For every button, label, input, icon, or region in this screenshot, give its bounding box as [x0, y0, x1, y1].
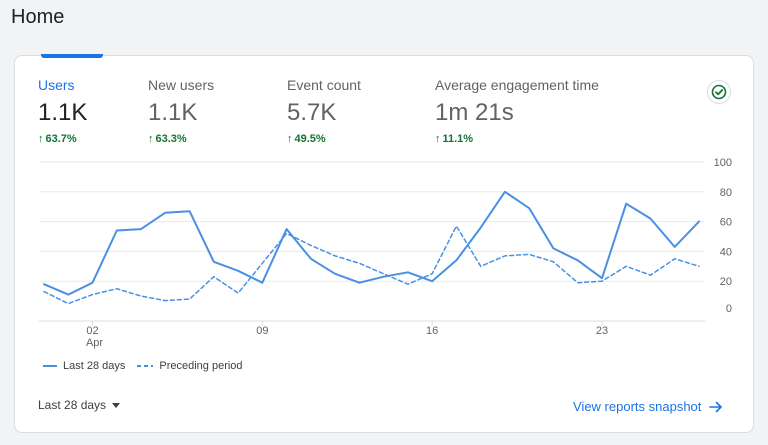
active-tab-indicator [41, 54, 103, 58]
metric-event-count[interactable]: Event count 5.7K ↑ 49.5% [287, 77, 361, 145]
check-circle-icon[interactable] [707, 80, 731, 104]
metric-delta: ↑ 63.3% [148, 133, 187, 145]
arrow-up-icon: ↑ [435, 133, 441, 145]
chart-legend: Last 28 days Preceding period [43, 360, 249, 372]
solid-line-swatch [43, 365, 57, 367]
metric-delta: ↑ 63.7% [38, 133, 77, 145]
date-range-dropdown[interactable]: Last 28 days [38, 398, 121, 412]
arrow-up-icon: ↑ [287, 133, 293, 145]
metric-label: Average engagement time [435, 77, 599, 93]
arrow-up-icon: ↑ [148, 133, 154, 145]
metric-label: Event count [287, 77, 361, 93]
arrow-up-icon: ↑ [38, 133, 44, 145]
series-line-last-28-days [43, 190, 700, 296]
page-title: Home [11, 6, 65, 28]
metric-delta: ↑ 11.1% [435, 133, 474, 145]
arrow-right-icon [709, 401, 723, 412]
x-tick-label: 02 [86, 325, 98, 337]
x-tick-label: 09 [256, 325, 268, 337]
home-overview-card: Users 1.1K ↑ 63.7% New users 1.1K ↑ 63.3% … [14, 54, 754, 433]
series-line-preceding-period [43, 225, 700, 305]
legend-label: Last 28 days [63, 360, 126, 372]
metric-value: 1.1K [148, 99, 198, 126]
legend-item-previous: Preceding period [137, 360, 243, 372]
link-label: View reports snapshot [573, 399, 702, 414]
metric-value: 1m 21s [435, 99, 514, 126]
metric-delta: ↑ 49.5% [287, 133, 326, 145]
metric-avg-engagement-time[interactable]: Average engagement time 1m 21s ↑ 11.1% [435, 77, 599, 145]
metric-value: 1.1K [38, 99, 88, 126]
y-tick-label: 100 [714, 157, 732, 169]
caret-down-icon [112, 402, 121, 408]
metric-new-users[interactable]: New users 1.1K ↑ 63.3% [148, 77, 214, 145]
metric-label: New users [148, 77, 215, 93]
y-tick-label: 40 [720, 246, 732, 258]
y-tick-label: 20 [720, 276, 732, 288]
metric-users[interactable]: Users 1.1K ↑ 63.7% [38, 77, 87, 145]
metric-label: Users [38, 77, 75, 93]
x-tick-label: 23 [596, 325, 608, 337]
x-tick-sublabel: Apr [86, 337, 103, 349]
view-reports-snapshot-link[interactable]: View reports snapshot [573, 399, 723, 414]
legend-label: Preceding period [159, 360, 243, 372]
legend-item-current: Last 28 days [43, 360, 125, 372]
y-tick-label: 80 [720, 187, 732, 199]
date-range-label: Last 28 days [38, 398, 107, 412]
y-tick-label: 60 [720, 217, 732, 229]
metric-value: 5.7K [287, 99, 337, 126]
y-tick-label: 0 [726, 303, 732, 315]
dashed-line-swatch [137, 365, 154, 367]
x-tick-label: 16 [426, 325, 438, 337]
